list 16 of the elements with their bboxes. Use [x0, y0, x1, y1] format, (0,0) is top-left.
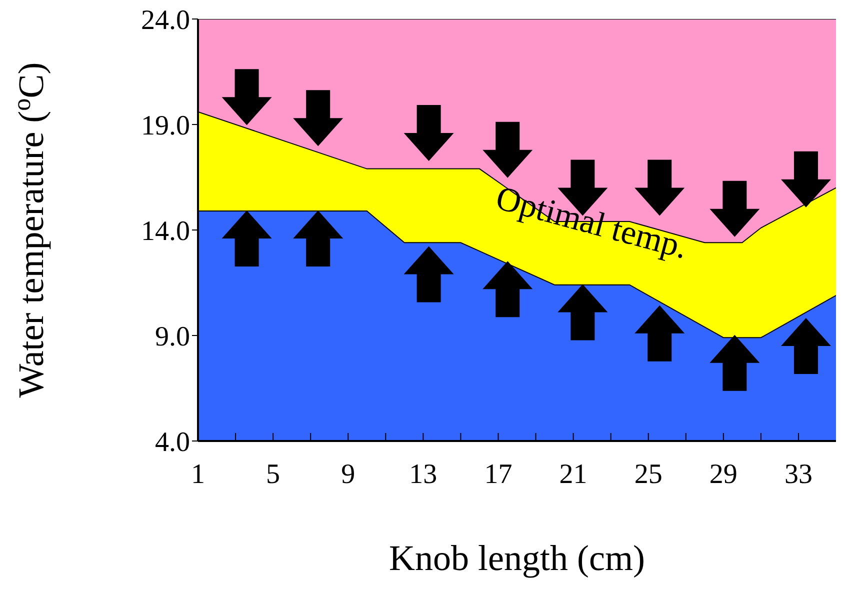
y-tick-label: 4.0: [155, 426, 190, 458]
x-tick-label: 21: [559, 458, 588, 490]
x-tick-label: 29: [709, 458, 738, 490]
x-axis-title: Knob length (cm): [389, 538, 645, 578]
x-tick-label: 13: [409, 458, 438, 490]
x-tick-label: 9: [341, 458, 356, 490]
x-tick-label: 25: [634, 458, 662, 490]
x-tick-label: 1: [191, 458, 205, 490]
x-tick-label: 33: [784, 458, 812, 490]
x-tick-label: 5: [266, 458, 280, 490]
y-tick-label: 24.0: [141, 4, 190, 36]
y-tick-label: 19.0: [141, 110, 190, 142]
y-tick-label: 14.0: [141, 216, 190, 247]
x-tick-label: 17: [484, 458, 512, 490]
y-tick-label: 9.0: [155, 321, 190, 352]
annotation: Optimal temp.: [492, 180, 692, 266]
